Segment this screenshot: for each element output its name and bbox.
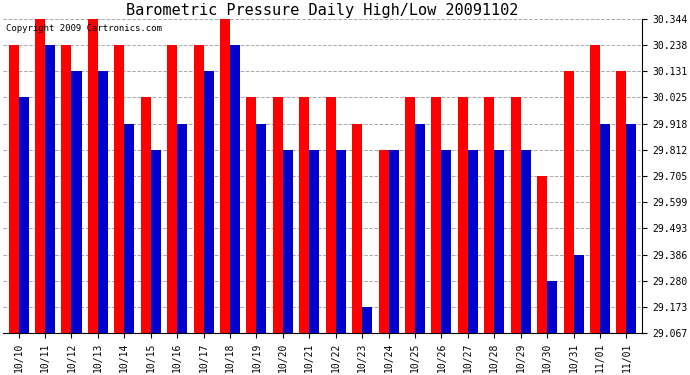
Bar bbox=[362, 307, 372, 333]
Bar bbox=[511, 98, 521, 333]
Bar bbox=[442, 150, 451, 333]
Bar bbox=[124, 124, 135, 333]
Bar bbox=[564, 71, 573, 333]
Bar bbox=[326, 98, 336, 333]
Bar bbox=[468, 150, 478, 333]
Bar bbox=[379, 150, 388, 333]
Bar bbox=[627, 124, 636, 333]
Bar bbox=[484, 98, 494, 333]
Bar bbox=[283, 150, 293, 333]
Bar bbox=[600, 124, 610, 333]
Bar bbox=[352, 124, 362, 333]
Bar bbox=[72, 71, 81, 333]
Bar bbox=[177, 124, 187, 333]
Bar bbox=[299, 98, 309, 333]
Bar bbox=[616, 71, 627, 333]
Bar bbox=[537, 176, 547, 333]
Bar bbox=[246, 98, 257, 333]
Bar bbox=[521, 150, 531, 333]
Bar bbox=[415, 124, 425, 333]
Bar bbox=[547, 281, 557, 333]
Bar bbox=[494, 150, 504, 333]
Bar bbox=[230, 45, 240, 333]
Bar bbox=[88, 19, 98, 333]
Bar bbox=[115, 45, 124, 333]
Bar bbox=[220, 19, 230, 333]
Title: Barometric Pressure Daily High/Low 20091102: Barometric Pressure Daily High/Low 20091… bbox=[126, 3, 519, 18]
Bar bbox=[35, 19, 45, 333]
Bar bbox=[573, 255, 584, 333]
Bar bbox=[19, 98, 29, 333]
Bar bbox=[405, 98, 415, 333]
Bar bbox=[309, 150, 319, 333]
Bar bbox=[457, 98, 468, 333]
Bar bbox=[8, 45, 19, 333]
Bar bbox=[98, 71, 108, 333]
Text: Copyright 2009 Cartronics.com: Copyright 2009 Cartronics.com bbox=[6, 24, 162, 33]
Bar bbox=[167, 45, 177, 333]
Bar bbox=[141, 98, 150, 333]
Bar bbox=[273, 98, 283, 333]
Bar bbox=[336, 150, 346, 333]
Bar bbox=[61, 45, 72, 333]
Bar bbox=[194, 45, 204, 333]
Bar bbox=[388, 150, 399, 333]
Bar bbox=[257, 124, 266, 333]
Bar bbox=[204, 71, 214, 333]
Bar bbox=[45, 45, 55, 333]
Bar bbox=[431, 98, 442, 333]
Bar bbox=[150, 150, 161, 333]
Bar bbox=[590, 45, 600, 333]
